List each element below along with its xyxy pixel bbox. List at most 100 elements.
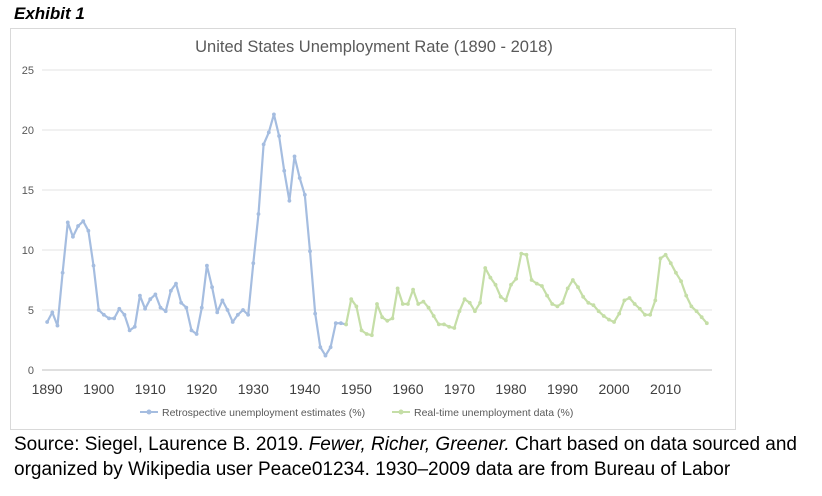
data-point bbox=[493, 282, 498, 287]
data-point bbox=[91, 263, 96, 268]
x-tick-label: 1960 bbox=[392, 381, 423, 397]
source-book-title: Fewer, Richer, Greener. bbox=[308, 434, 510, 455]
chart-title: United States Unemployment Rate (1890 - … bbox=[195, 38, 553, 56]
legend-label: Retrospective unemployment estimates (%) bbox=[162, 407, 365, 419]
data-point bbox=[473, 309, 477, 314]
source-prefix: Source: Siegel, Laurence B. 2019. bbox=[14, 434, 309, 455]
data-point bbox=[107, 316, 111, 321]
data-point bbox=[519, 251, 524, 256]
data-point bbox=[411, 287, 415, 292]
data-point bbox=[436, 322, 441, 327]
data-point bbox=[143, 306, 147, 311]
data-point bbox=[416, 302, 421, 306]
data-point bbox=[184, 305, 189, 310]
data-point bbox=[339, 321, 343, 326]
data-point bbox=[364, 332, 369, 336]
data-point bbox=[292, 154, 297, 159]
data-point bbox=[653, 298, 658, 303]
data-point bbox=[76, 224, 80, 228]
data-point bbox=[313, 311, 318, 316]
data-point bbox=[462, 297, 467, 302]
data-point bbox=[694, 309, 699, 314]
data-point bbox=[65, 220, 70, 225]
y-axis-ticks: 0 5 10 15 20 25 bbox=[22, 65, 34, 377]
data-point bbox=[333, 321, 338, 326]
unemployment-line-chart: United States Unemployment Rate (1890 - … bbox=[22, 38, 712, 419]
data-point bbox=[81, 219, 86, 224]
data-point bbox=[241, 308, 245, 312]
data-point bbox=[581, 294, 586, 299]
data-point bbox=[60, 270, 65, 275]
data-point bbox=[612, 320, 616, 324]
data-point bbox=[540, 284, 544, 288]
data-point bbox=[189, 328, 194, 333]
data-point bbox=[550, 302, 555, 306]
data-point bbox=[431, 314, 436, 318]
data-point bbox=[199, 305, 204, 310]
data-point bbox=[704, 321, 709, 326]
data-point bbox=[354, 304, 359, 309]
x-tick-label: 1970 bbox=[444, 381, 475, 397]
data-point bbox=[174, 281, 178, 286]
data-point bbox=[256, 212, 261, 216]
series-line-2 bbox=[345, 252, 708, 337]
data-point bbox=[668, 261, 673, 266]
data-point bbox=[282, 168, 287, 173]
data-point bbox=[138, 293, 142, 298]
data-point bbox=[117, 306, 122, 311]
data-point bbox=[261, 142, 266, 147]
data-point bbox=[457, 309, 462, 314]
chart-legend: Retrospective unemployment estimates (%)… bbox=[140, 407, 573, 419]
data-point bbox=[406, 302, 410, 306]
x-tick-label: 1910 bbox=[135, 381, 166, 397]
data-point bbox=[591, 303, 596, 308]
chart-grid bbox=[42, 69, 712, 371]
data-point bbox=[442, 322, 446, 327]
y-tick-label: 15 bbox=[22, 185, 34, 197]
exhibit-label: Exhibit 1 bbox=[14, 4, 85, 23]
x-tick-label: 1920 bbox=[186, 381, 217, 397]
data-point bbox=[679, 279, 683, 284]
data-point bbox=[689, 304, 694, 309]
data-point bbox=[400, 302, 405, 306]
data-point bbox=[375, 302, 379, 306]
data-point bbox=[55, 323, 60, 328]
data-point bbox=[127, 328, 132, 333]
data-point bbox=[601, 314, 606, 318]
x-tick-label: 1890 bbox=[32, 381, 63, 397]
data-point bbox=[560, 300, 565, 305]
data-point bbox=[622, 298, 627, 303]
data-point bbox=[596, 309, 601, 314]
data-point bbox=[503, 298, 508, 303]
data-point bbox=[297, 176, 302, 180]
data-point bbox=[684, 293, 689, 298]
data-point bbox=[529, 278, 534, 282]
data-point bbox=[344, 322, 348, 327]
data-point bbox=[426, 305, 431, 310]
data-point bbox=[555, 304, 560, 309]
data-point bbox=[158, 305, 163, 310]
y-tick-label: 25 bbox=[22, 65, 34, 77]
data-point bbox=[230, 320, 235, 324]
data-point bbox=[323, 353, 328, 358]
data-point bbox=[658, 256, 663, 261]
x-tick-label: 1930 bbox=[238, 381, 269, 397]
data-point bbox=[514, 276, 519, 281]
data-point bbox=[50, 310, 55, 315]
x-tick-label: 2010 bbox=[650, 381, 681, 397]
legend-marker-dot bbox=[398, 409, 404, 415]
data-point bbox=[153, 292, 158, 297]
y-tick-label: 10 bbox=[22, 245, 34, 257]
x-tick-label: 1980 bbox=[495, 381, 526, 397]
data-point bbox=[96, 308, 101, 312]
data-point bbox=[328, 345, 333, 350]
data-point bbox=[215, 310, 220, 315]
data-point bbox=[648, 312, 653, 317]
data-point bbox=[632, 302, 637, 306]
y-tick-label: 5 bbox=[28, 305, 34, 317]
series-line-1 bbox=[46, 113, 347, 357]
data-point bbox=[586, 300, 591, 305]
y-tick-label: 0 bbox=[28, 365, 34, 377]
data-point bbox=[194, 332, 199, 336]
data-point bbox=[302, 192, 307, 197]
